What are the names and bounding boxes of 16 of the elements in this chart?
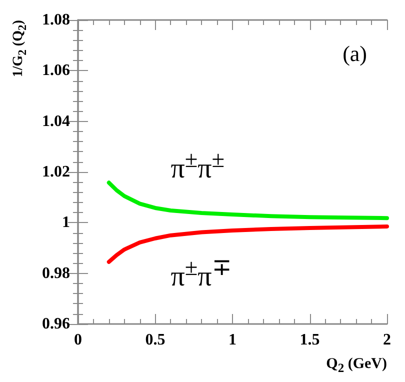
y-tick-label: 1.06 [42,62,70,80]
y-tick-label: 0.96 [42,316,70,332]
x-tick-label: 2 [383,332,391,348]
annotation: (a) [342,41,367,66]
x-tick-label: 0.5 [145,332,166,348]
y-tick-label: 1.08 [42,12,70,28]
x-tick-label: 0 [74,332,82,348]
y-tick-label: 0.98 [42,264,70,282]
x-tick-label: 1.5 [300,332,320,348]
series-label: π$^{±}$π$^{±}$ [170,146,225,184]
y-tick-label: 1.04 [42,112,70,130]
series-label: π$^{±}$π$^{∓}$ [170,255,231,293]
y-tick-label: 1 [62,214,70,232]
x-axis-title: Q$_{2}$ (GeV) [326,356,387,374]
x-tick-label: 1 [228,332,236,348]
y-tick-label: 1.02 [42,164,70,180]
